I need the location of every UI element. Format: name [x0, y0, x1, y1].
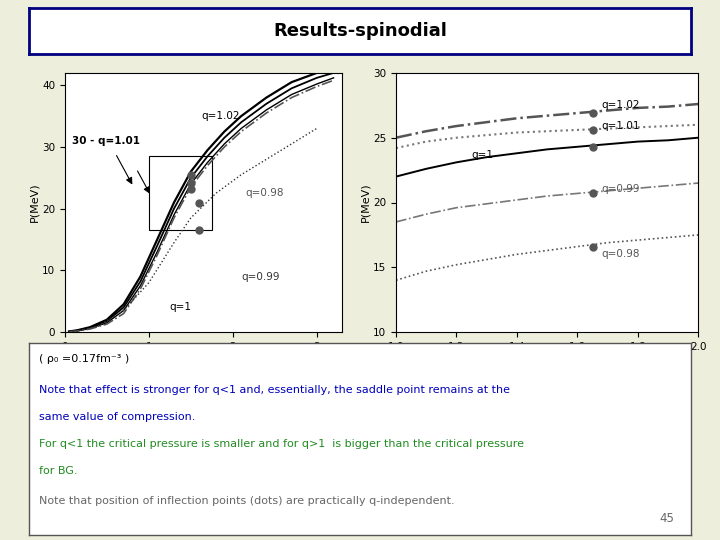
Text: same value of compression.: same value of compression. [39, 412, 195, 422]
Text: q=0.99: q=0.99 [602, 184, 640, 194]
Text: q=0.98: q=0.98 [246, 188, 284, 198]
Text: q=0.99: q=0.99 [241, 272, 279, 282]
Text: Note that effect is stronger for q<1 and, essentially, the saddle point remains : Note that effect is stronger for q<1 and… [39, 385, 510, 395]
Text: q=0.98: q=0.98 [602, 249, 640, 259]
Y-axis label: P(MeV): P(MeV) [30, 183, 39, 222]
Text: For q<1 the critical pressure is smaller and for q>1  is bigger than the critica: For q<1 the critical pressure is smaller… [39, 438, 523, 449]
Text: for BG.: for BG. [39, 465, 77, 476]
Text: Results-spinodial: Results-spinodial [273, 22, 447, 40]
Text: q=1.02: q=1.02 [201, 111, 239, 121]
Y-axis label: P(MeV): P(MeV) [360, 183, 370, 222]
Text: Note that position of inflection points (dots) are practically q-independent.: Note that position of inflection points … [39, 496, 454, 507]
Text: 30 - q=1.01: 30 - q=1.01 [71, 136, 140, 146]
Text: 45: 45 [660, 512, 675, 525]
Text: ( ρ₀ =0.17fm⁻³ ): ( ρ₀ =0.17fm⁻³ ) [39, 354, 129, 364]
Text: q=1.02: q=1.02 [602, 100, 640, 110]
Text: q=1: q=1 [170, 302, 192, 313]
Text: q=1.01: q=1.01 [602, 120, 640, 131]
Text: q=1: q=1 [472, 151, 494, 160]
Bar [149, 156, 212, 230]
